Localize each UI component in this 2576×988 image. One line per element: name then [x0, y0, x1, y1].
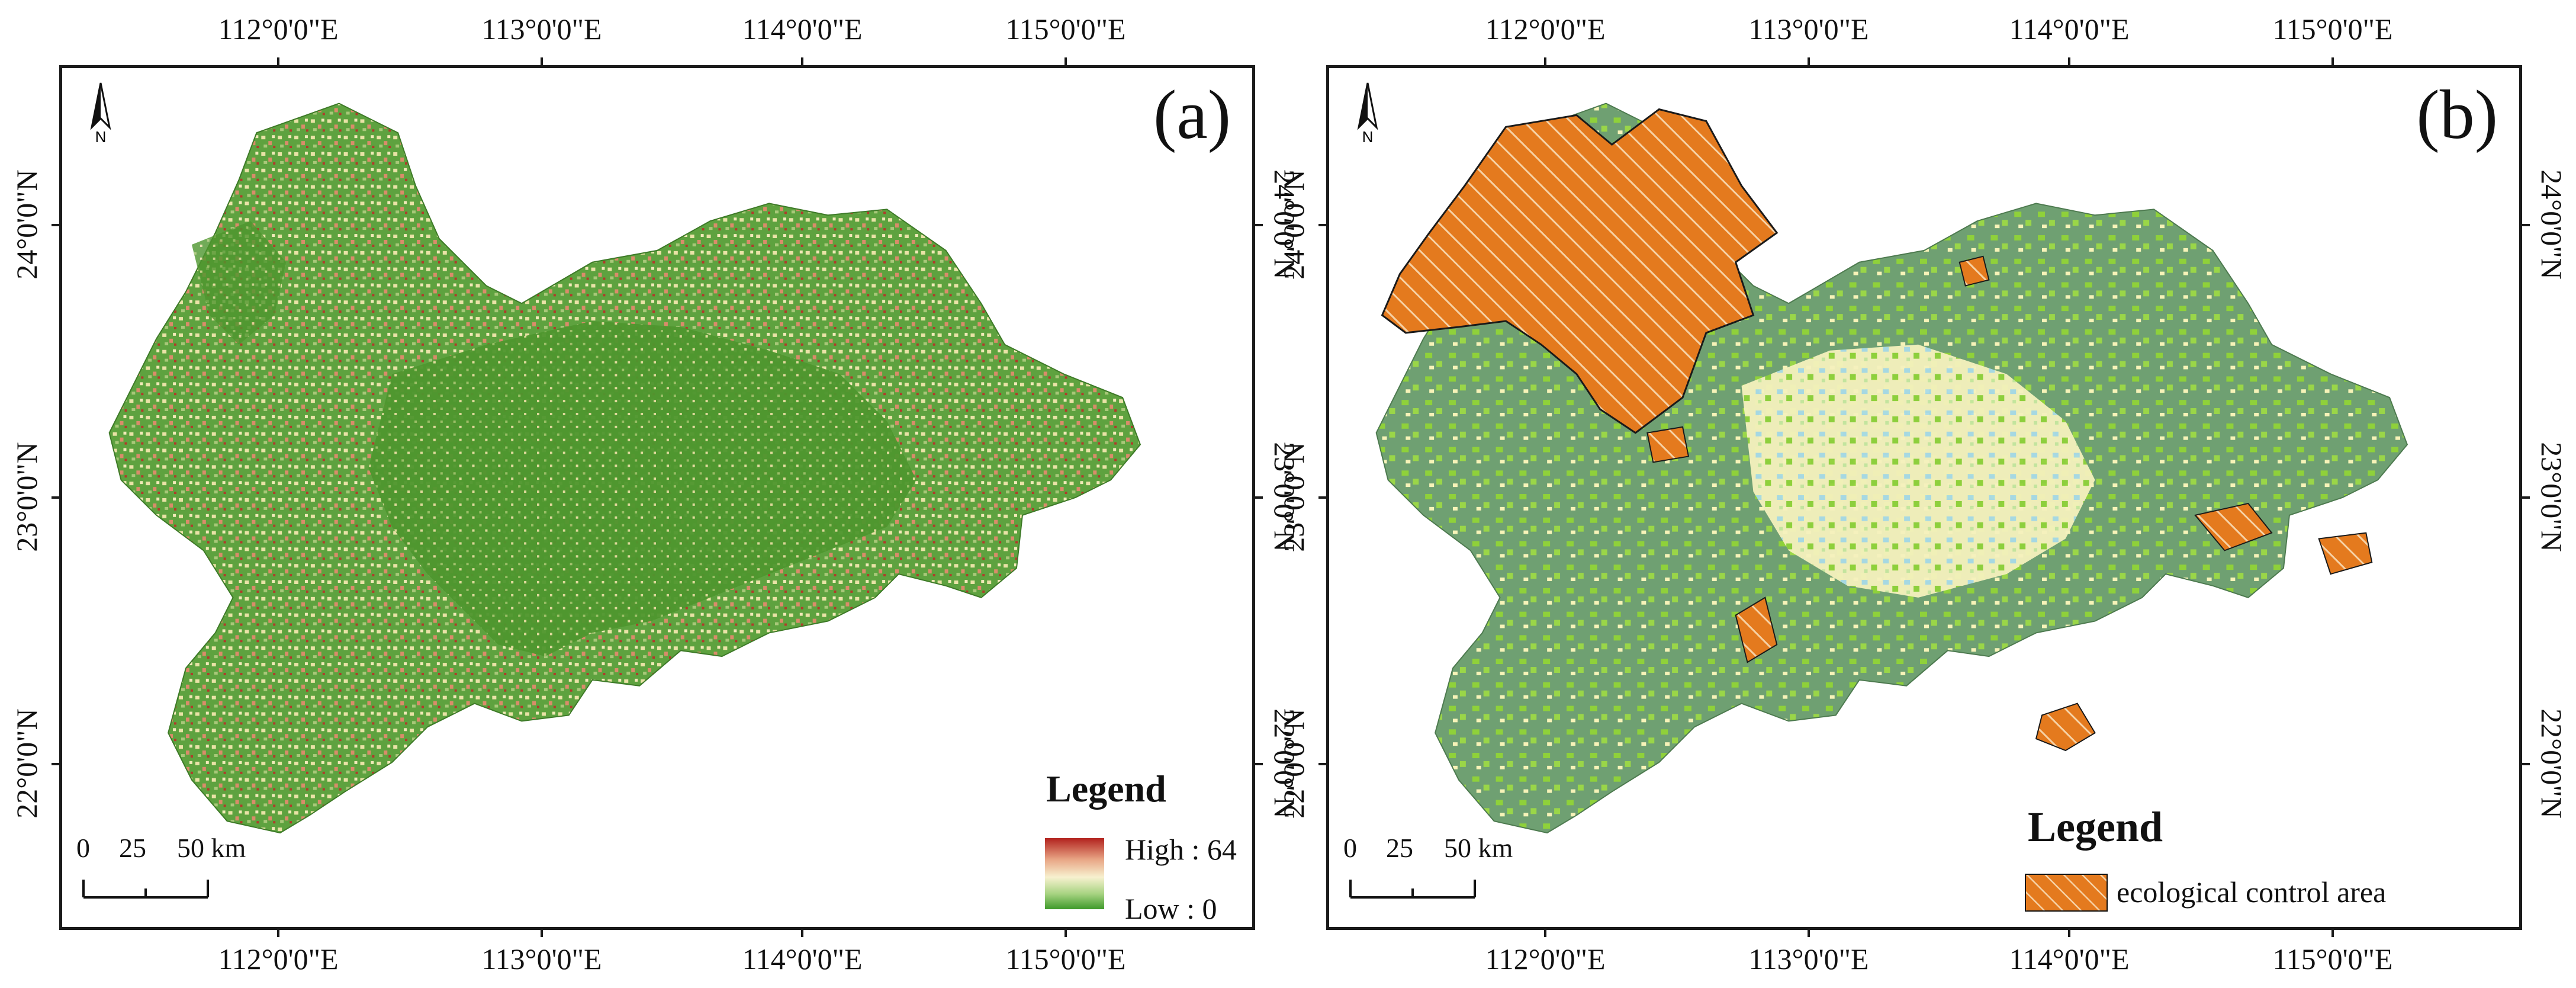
- scale-bar-b: 0 25 50 km: [1343, 832, 1513, 909]
- latitude-label: 24°0'0"N: [10, 169, 43, 280]
- longitude-label: 113°0'0"E: [481, 942, 602, 976]
- north-arrow: N: [1347, 80, 1388, 146]
- panel-label-a: (a): [1153, 76, 1231, 153]
- land-use-map: [1375, 102, 2408, 834]
- legend-title-b: Legend: [2028, 803, 2163, 851]
- longitude-label: 115°0'0"E: [2272, 942, 2393, 976]
- latitude-label: 22°0'0"N: [2535, 708, 2568, 819]
- longitude-label: 112°0'0"E: [1485, 12, 1606, 46]
- legend-item-label: ecological control area: [2117, 875, 2387, 909]
- longitude-label: 113°0'0"E: [1748, 12, 1869, 46]
- longitude-label: 112°0'0"E: [218, 12, 339, 46]
- longitude-label: 114°0'0"E: [2009, 12, 2130, 46]
- latitude-tick: [52, 224, 60, 226]
- latitude-tick: [52, 496, 60, 499]
- longitude-tick: [1544, 929, 1546, 937]
- latitude-label: 24°0'0"N: [1277, 169, 1310, 280]
- longitude-tick: [1065, 57, 1067, 66]
- longitude-tick: [277, 929, 279, 937]
- ecological-control-area-patch: [2194, 502, 2273, 551]
- urban-core-area: [1741, 344, 2095, 598]
- longitude-tick: [1544, 57, 1546, 66]
- longitude-label: 115°0'0"E: [1005, 12, 1126, 46]
- longitude-tick: [541, 57, 543, 66]
- north-arrow-icon: N: [1357, 82, 1378, 146]
- latitude-label: 22°0'0"N: [10, 708, 43, 819]
- scale-label-25: 25: [119, 833, 146, 863]
- longitude-label: 114°0'0"E: [2009, 942, 2130, 976]
- latitude-tick: [1255, 763, 1263, 765]
- legend-title-a: Legend: [1046, 768, 1166, 810]
- longitude-label: 113°0'0"E: [1748, 942, 1869, 976]
- longitude-tick: [1808, 929, 1810, 937]
- longitude-label: 114°0'0"E: [742, 942, 863, 976]
- longitude-tick: [2331, 57, 2334, 66]
- longitude-tick: [801, 929, 803, 937]
- longitude-label: 112°0'0"E: [218, 942, 339, 976]
- ecological-control-area-main: [1381, 108, 1779, 434]
- longitude-label: 115°0'0"E: [2272, 12, 2393, 46]
- scale-label-50: 50 km: [177, 833, 246, 863]
- latitude-tick: [1318, 224, 1327, 226]
- legend-hatch-swatch: [2025, 874, 2108, 912]
- ecological-control-area-patch: [1958, 255, 1990, 287]
- ecological-control-area-patch: [1735, 596, 1778, 663]
- latitude-tick: [2522, 496, 2530, 499]
- scale-label-0: 0: [76, 833, 90, 863]
- ecological-control-area-patch: [2035, 702, 2096, 752]
- longitude-tick: [2068, 57, 2070, 66]
- scale-bar-a: 0 25 50 km: [76, 832, 246, 909]
- legend-color-ramp: [1045, 838, 1104, 909]
- latitude-label: 23°0'0"N: [1277, 442, 1310, 552]
- latitude-tick: [1255, 224, 1263, 226]
- scale-label-25: 25: [1386, 833, 1413, 863]
- latitude-label: 22°0'0"N: [1277, 708, 1310, 819]
- longitude-tick: [2331, 929, 2334, 937]
- map-panel-a: N (a) 0 25 50 km Legend High : 64 Low : …: [59, 65, 1255, 930]
- latitude-tick: [2522, 763, 2530, 765]
- scale-bar-line: [1349, 880, 1476, 899]
- legend-low-label: Low : 0: [1125, 892, 1217, 925]
- longitude-label: 113°0'0"E: [481, 12, 602, 46]
- ecological-control-area-patch: [2318, 532, 2373, 575]
- longitude-tick: [277, 57, 279, 66]
- longitude-tick: [2068, 929, 2070, 937]
- latitude-tick: [52, 763, 60, 765]
- north-arrow-label: N: [95, 128, 107, 145]
- north-arrow: N: [80, 80, 121, 146]
- legend-high-label: High : 64: [1125, 833, 1237, 866]
- western-green-patch: [191, 221, 287, 345]
- latitude-tick: [1318, 763, 1327, 765]
- north-arrow-icon: N: [90, 82, 111, 146]
- latitude-tick: [1255, 496, 1263, 499]
- latitude-label: 23°0'0"N: [10, 442, 43, 552]
- longitude-label: 112°0'0"E: [1485, 942, 1606, 976]
- ecological-control-area-patch: [1646, 426, 1690, 463]
- panel-label-b: (b): [2416, 76, 2498, 153]
- longitude-label: 115°0'0"E: [1005, 942, 1126, 976]
- central-green-area: [368, 321, 916, 657]
- latitude-label: 23°0'0"N: [2535, 442, 2568, 552]
- north-arrow-label: N: [1362, 128, 1374, 145]
- latitude-tick: [2522, 224, 2530, 226]
- longitude-label: 114°0'0"E: [742, 12, 863, 46]
- latitude-label: 24°0'0"N: [2535, 169, 2568, 280]
- longitude-tick: [1065, 929, 1067, 937]
- longitude-tick: [541, 929, 543, 937]
- map-panel-b: N (b) 0 25 50 km Legend ecological contr…: [1326, 65, 2522, 930]
- scale-label-0: 0: [1343, 833, 1357, 863]
- scale-bar-line: [82, 880, 209, 899]
- latitude-tick: [1318, 496, 1327, 499]
- habitat-score-map: [108, 102, 1141, 834]
- longitude-tick: [801, 57, 803, 66]
- longitude-tick: [1808, 57, 1810, 66]
- scale-label-50: 50 km: [1444, 833, 1513, 863]
